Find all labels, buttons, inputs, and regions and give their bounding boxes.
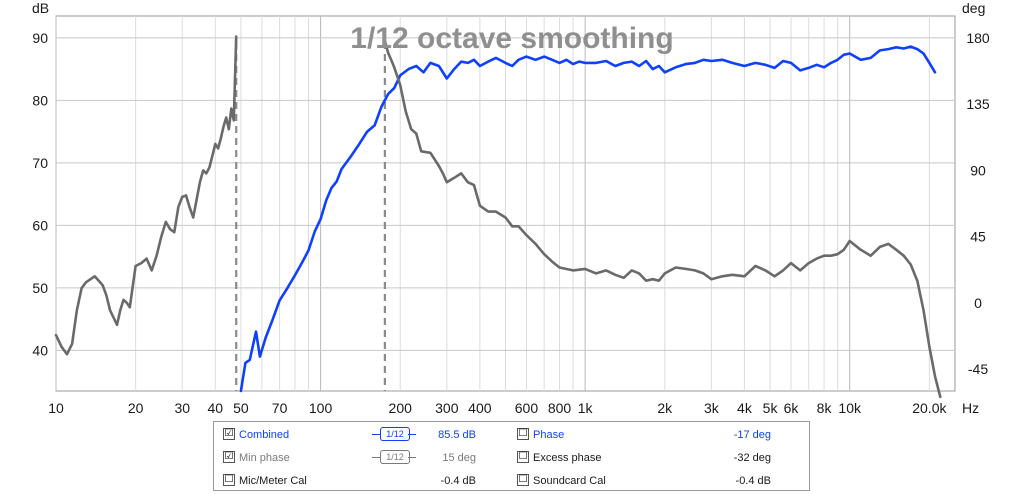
y-left-axis-label: dB (32, 0, 49, 16)
x-tick-label: 400 (468, 400, 492, 416)
y-right-tick-label: -45 (968, 361, 988, 377)
mic-meter-cal-label: Mic/Meter Cal (239, 475, 307, 487)
y-left-tick-label: 40 (32, 342, 48, 358)
min-phase-value: 15 deg (442, 452, 476, 464)
y-left-tick-label: 70 (32, 155, 48, 171)
x-tick-label: 6k (784, 400, 800, 416)
grid-lines (55, 16, 955, 391)
x-tick-label: 300 (435, 400, 459, 416)
mic-meter-cal-checkbox[interactable]: ☐ (223, 474, 235, 486)
series-line-2 (383, 39, 942, 399)
x-tick-label: 20.0k (912, 400, 947, 416)
excess-phase-label: Excess phase (533, 452, 602, 464)
frequency-response-chart: 1/12 octave smoothing dB deg Hz 40 50 60 70… (32, 0, 990, 416)
legend-row-min-phase: ☑ Min phase 1/12 15 deg ☐ Excess phase -… (214, 447, 809, 467)
x-tick-label: 30 (174, 400, 190, 416)
x-tick-label: 800 (548, 400, 572, 416)
phase-value: -17 deg (733, 429, 771, 441)
y-left-tick-label: 60 (32, 217, 48, 233)
x-tick-label: 4k (737, 400, 753, 416)
x-tick-label: 70 (272, 400, 288, 416)
soundcard-cal-value: -0.4 dB (735, 475, 771, 487)
series-line-0 (239, 45, 937, 393)
x-tick-label: 100 (309, 400, 333, 416)
x-tick-label: 200 (389, 400, 413, 416)
combined-smoothing-label: 1/12 (380, 427, 410, 441)
min-phase-smoothing-label: 1/12 (380, 450, 410, 464)
x-axis-unit: Hz (962, 400, 979, 416)
phase-checkbox[interactable]: ☐ (517, 428, 529, 440)
x-tick-label: 2k (657, 400, 673, 416)
excess-phase-value: -32 deg (733, 452, 771, 464)
x-tick-label: 50 (233, 400, 249, 416)
min-phase-label: Min phase (239, 452, 290, 464)
y-right-axis-label: deg (962, 0, 985, 16)
x-tick-label: 1k (578, 400, 594, 416)
chart-title: 1/12 octave smoothing (350, 22, 673, 55)
combined-label: Combined (239, 429, 290, 441)
x-tick-label: 600 (515, 400, 539, 416)
y-right-tick-label: 180 (966, 30, 990, 46)
y-left-tick-label: 80 (32, 92, 48, 108)
x-tick-label: 5k (763, 400, 779, 416)
legend-panel: ☑ Combined 1/12 85.5 dB ☐ Phase -17 deg … (213, 421, 810, 491)
soundcard-cal-checkbox[interactable]: ☐ (517, 474, 529, 486)
x-tick-label: 8k (817, 400, 833, 416)
x-tick-label: 10k (838, 400, 862, 416)
series-layer (54, 35, 942, 399)
x-tick-label: 3k (704, 400, 720, 416)
soundcard-cal-label: Soundcard Cal (533, 475, 606, 487)
combined-value: 85.5 dB (438, 429, 476, 441)
y-right-tick-label: 45 (970, 229, 986, 245)
combined-smoothing-button[interactable]: 1/12 (372, 427, 420, 441)
y-left-tick-label: 50 (32, 280, 48, 296)
series-line-1 (54, 35, 238, 356)
phase-label: Phase (533, 429, 565, 441)
x-tick-label: 40 (207, 400, 223, 416)
x-tick-label: 20 (128, 400, 144, 416)
y-left-tick-labels: 40 50 60 70 80 90 (32, 30, 48, 359)
y-right-tick-label: 135 (966, 96, 990, 112)
combined-checkbox[interactable]: ☑ (223, 428, 235, 440)
min-phase-smoothing-button[interactable]: 1/12 (372, 450, 420, 464)
y-right-tick-labels: -45 0 45 90 135 180 (966, 30, 990, 377)
excess-phase-checkbox[interactable]: ☐ (517, 451, 529, 463)
min-phase-checkbox[interactable]: ☑ (223, 451, 235, 463)
legend-row-combined: ☑ Combined 1/12 85.5 dB ☐ Phase -17 deg (214, 424, 809, 444)
x-tick-label: 10 (48, 400, 64, 416)
y-right-tick-label: 90 (970, 162, 986, 178)
y-right-tick-label: 0 (974, 295, 982, 311)
mic-meter-cal-value: -0.4 dB (440, 475, 476, 487)
legend-row-calibration: ☐ Mic/Meter Cal -0.4 dB ☐ Soundcard Cal … (214, 470, 809, 490)
x-tick-labels: 10 20 30 40 50 70 100 200 300 400 600 800 1k 2k 3k 4k 5k… (48, 400, 947, 416)
marker-lines (235, 42, 386, 391)
y-left-tick-label: 90 (32, 30, 48, 46)
